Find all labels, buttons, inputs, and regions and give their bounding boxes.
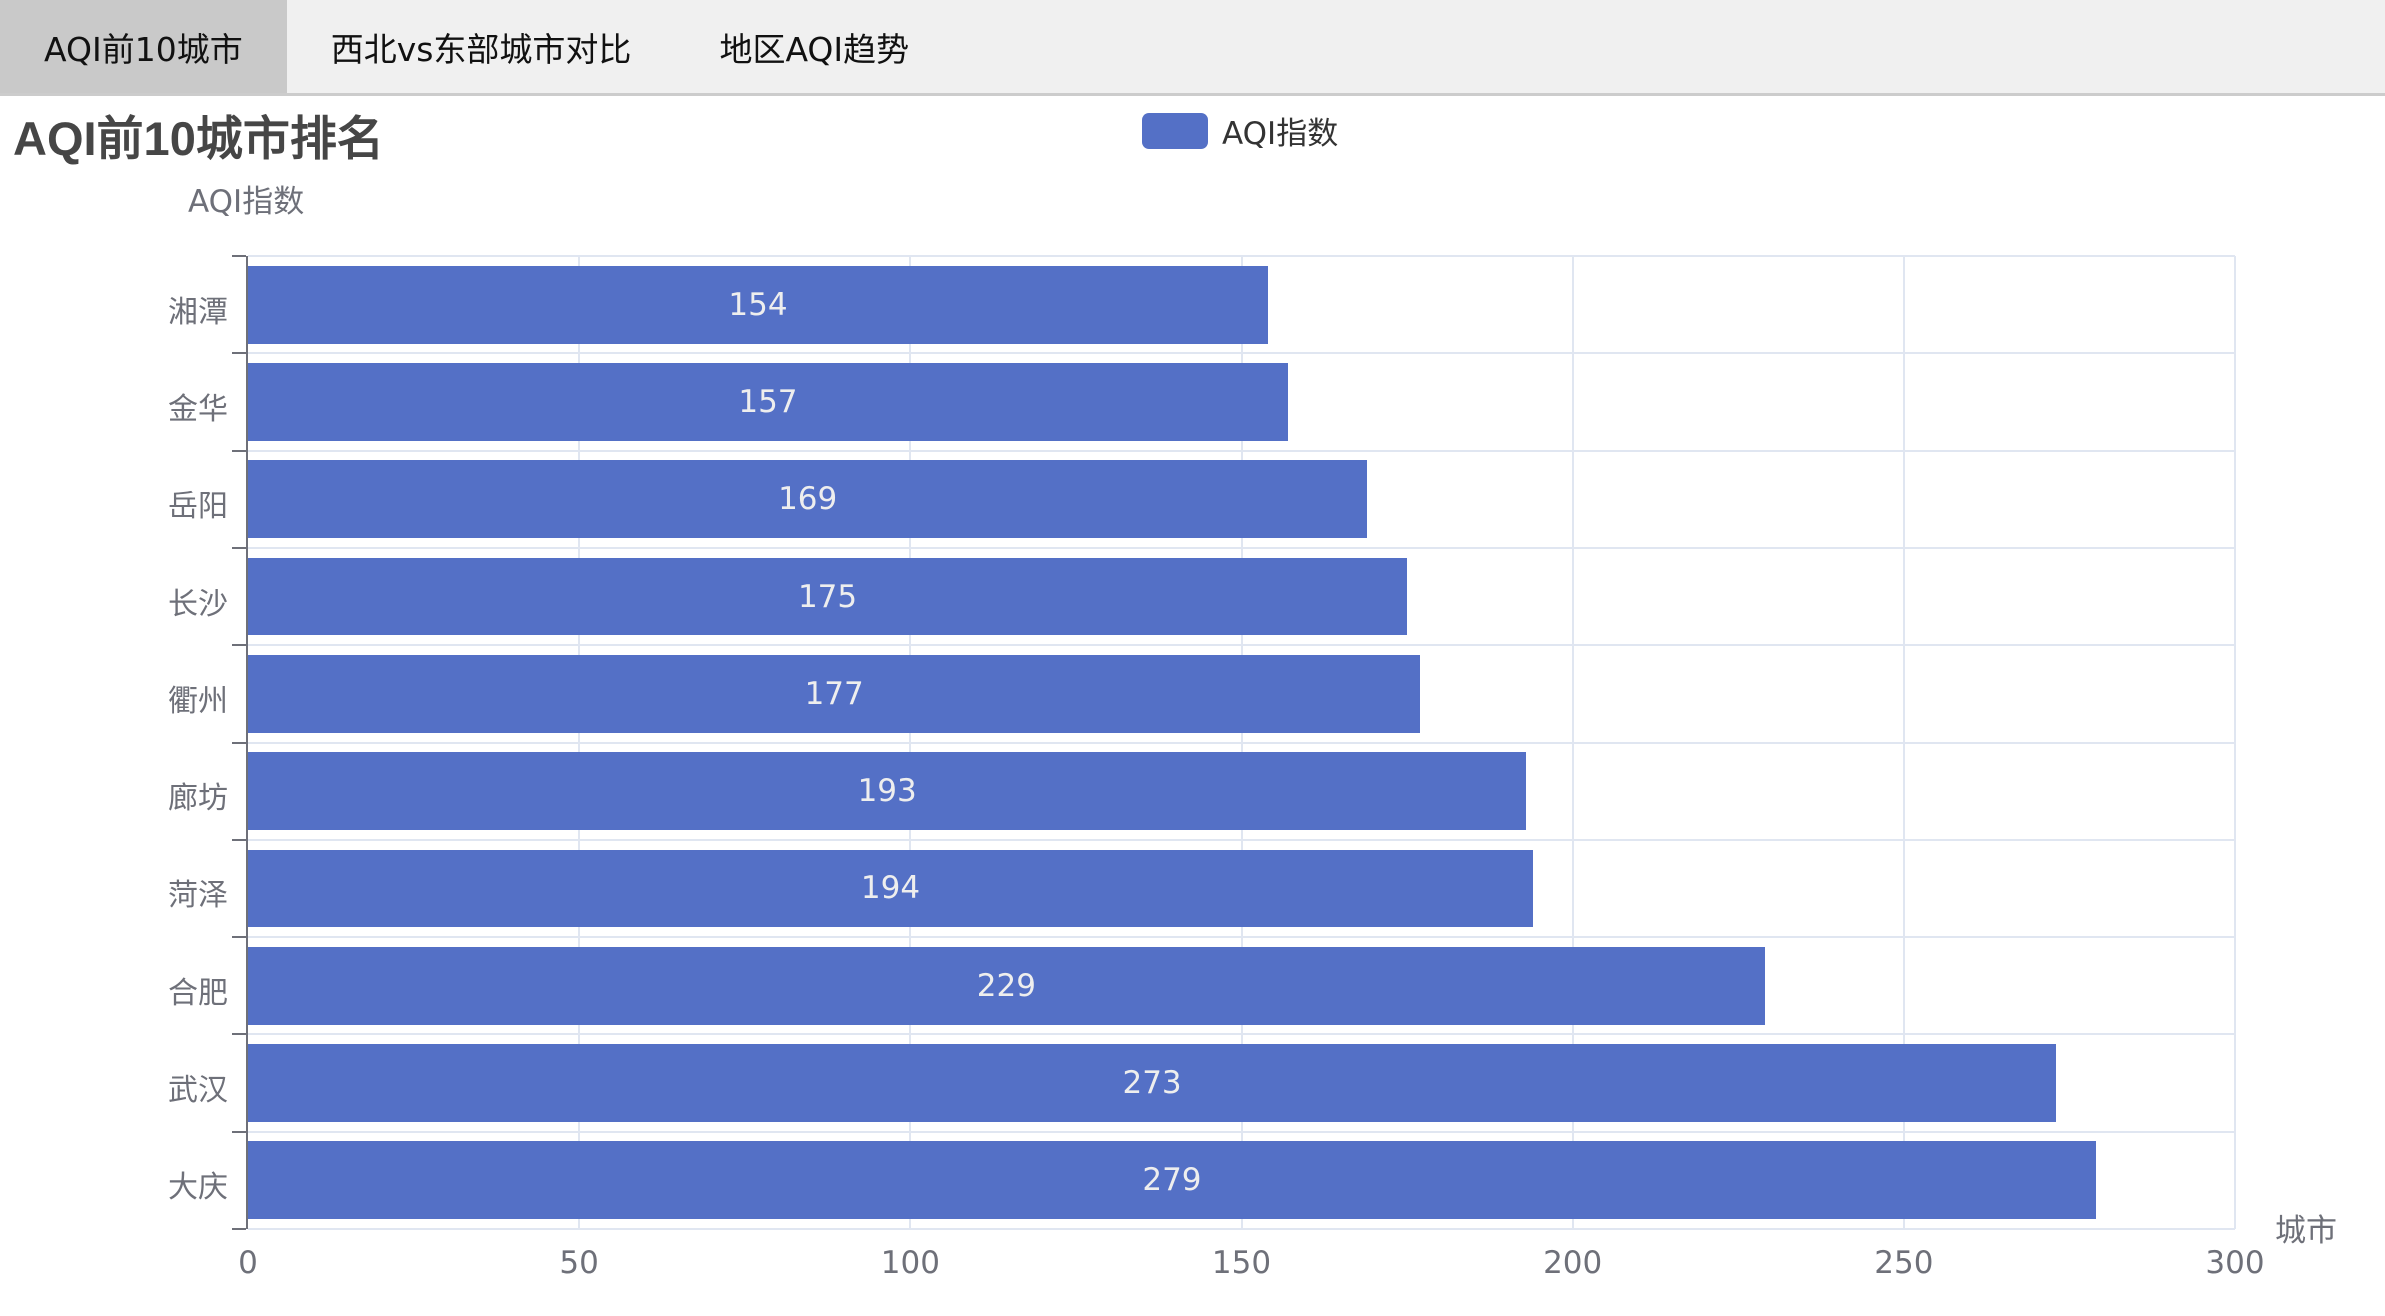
tab-aqi-top10[interactable]: AQI前10城市 bbox=[0, 0, 287, 93]
y-category-label: 大庆 bbox=[168, 1170, 228, 1206]
grid-line-vertical bbox=[2234, 256, 2236, 1229]
y-axis-tick bbox=[232, 255, 246, 257]
y-axis-tick bbox=[232, 936, 246, 939]
bar-value-label: 193 bbox=[857, 773, 917, 810]
chart-title: AQI前10城市排名 bbox=[13, 112, 384, 165]
grid-line-horizontal bbox=[248, 1033, 2235, 1036]
x-tick-label: 100 bbox=[880, 1245, 940, 1281]
x-tick-label: 50 bbox=[559, 1245, 599, 1281]
grid-line-horizontal bbox=[248, 1130, 2235, 1133]
bar[interactable]: 157 bbox=[248, 363, 1288, 441]
tab-northwest-vs-east[interactable]: 西北vs东部城市对比 bbox=[330, 29, 632, 69]
y-axis-tick bbox=[232, 644, 246, 647]
grid-line-horizontal bbox=[248, 449, 2235, 452]
y-axis-tick bbox=[232, 741, 246, 744]
y-category-label: 衢州 bbox=[168, 683, 228, 719]
grid-line-horizontal bbox=[248, 838, 2235, 841]
grid-line-horizontal bbox=[248, 1228, 2235, 1230]
y-category-label: 长沙 bbox=[168, 586, 228, 622]
x-tick-label: 150 bbox=[1211, 1245, 1272, 1281]
bar[interactable]: 177 bbox=[248, 654, 1421, 733]
bar-value-label: 169 bbox=[778, 481, 838, 518]
grid-line-horizontal bbox=[248, 255, 2235, 257]
x-tick-label: 200 bbox=[1543, 1245, 1603, 1281]
y-category-label: 廊坊 bbox=[168, 781, 228, 817]
tab-bar: AQI前10城市 西北vs东部城市对比 地区AQI趋势 bbox=[0, 0, 2385, 96]
bar[interactable]: 154 bbox=[248, 265, 1268, 344]
x-tick-label: 0 bbox=[238, 1245, 258, 1281]
bar[interactable]: 193 bbox=[248, 752, 1527, 831]
y-category-label: 武汉 bbox=[168, 1073, 228, 1109]
bar-value-label: 177 bbox=[804, 675, 864, 712]
bar-value-label: 273 bbox=[1122, 1065, 1182, 1102]
bar-value-label: 279 bbox=[1142, 1162, 1202, 1199]
grid-line-horizontal bbox=[248, 546, 2235, 549]
bar[interactable]: 279 bbox=[248, 1141, 2096, 1220]
bar-value-label: 175 bbox=[797, 578, 858, 615]
bar[interactable]: 175 bbox=[248, 557, 1408, 636]
bar-value-label: 229 bbox=[976, 967, 1036, 1004]
legend-swatch-icon bbox=[1142, 112, 1208, 149]
y-axis-tick bbox=[232, 1033, 246, 1036]
y-axis-tick bbox=[232, 838, 246, 841]
grid-line-horizontal bbox=[248, 352, 2235, 355]
grid-line-horizontal bbox=[248, 741, 2235, 744]
bar[interactable]: 229 bbox=[248, 946, 1765, 1025]
grid-line-horizontal bbox=[248, 644, 2235, 647]
plot-area: 279 大庆 273 武汉 229 合肥 194 菏泽 193 廊坊 177 衢州 175 长沙 169 岳阳… bbox=[168, 255, 2236, 1230]
bar[interactable]: 169 bbox=[248, 460, 1368, 539]
tab-regional-aqi-trend[interactable]: 地区AQI趋势 bbox=[719, 29, 910, 69]
y-category-label: 湘潭 bbox=[168, 294, 228, 330]
y-axis-tick bbox=[232, 449, 246, 452]
y-category-label: 合肥 bbox=[168, 975, 228, 1011]
bar-value-label: 154 bbox=[728, 286, 788, 323]
y-axis-tick bbox=[232, 1130, 246, 1133]
bar-value-label: 157 bbox=[738, 383, 798, 420]
bar[interactable]: 194 bbox=[248, 849, 1533, 928]
y-category-label: 金华 bbox=[168, 391, 228, 427]
y-axis-tick bbox=[232, 352, 246, 355]
grid-line-horizontal bbox=[248, 936, 2235, 939]
y-category-label: 菏泽 bbox=[168, 878, 228, 914]
x-tick-label: 300 bbox=[2205, 1245, 2265, 1281]
y-axis-tick bbox=[232, 1228, 246, 1230]
legend-label: AQI指数 bbox=[1222, 116, 1339, 152]
bar[interactable]: 273 bbox=[248, 1044, 2057, 1122]
x-tick-label: 250 bbox=[1874, 1245, 1934, 1281]
x-axis-name: 城市 bbox=[2275, 1213, 2337, 1249]
legend-item[interactable]: AQI指数 bbox=[1142, 108, 1338, 153]
y-category-label: 岳阳 bbox=[168, 489, 228, 525]
y-axis-line bbox=[246, 256, 248, 1229]
y-axis-name: AQI指数 bbox=[188, 184, 305, 220]
bar-value-label: 194 bbox=[860, 870, 921, 907]
y-axis-tick bbox=[232, 546, 246, 549]
